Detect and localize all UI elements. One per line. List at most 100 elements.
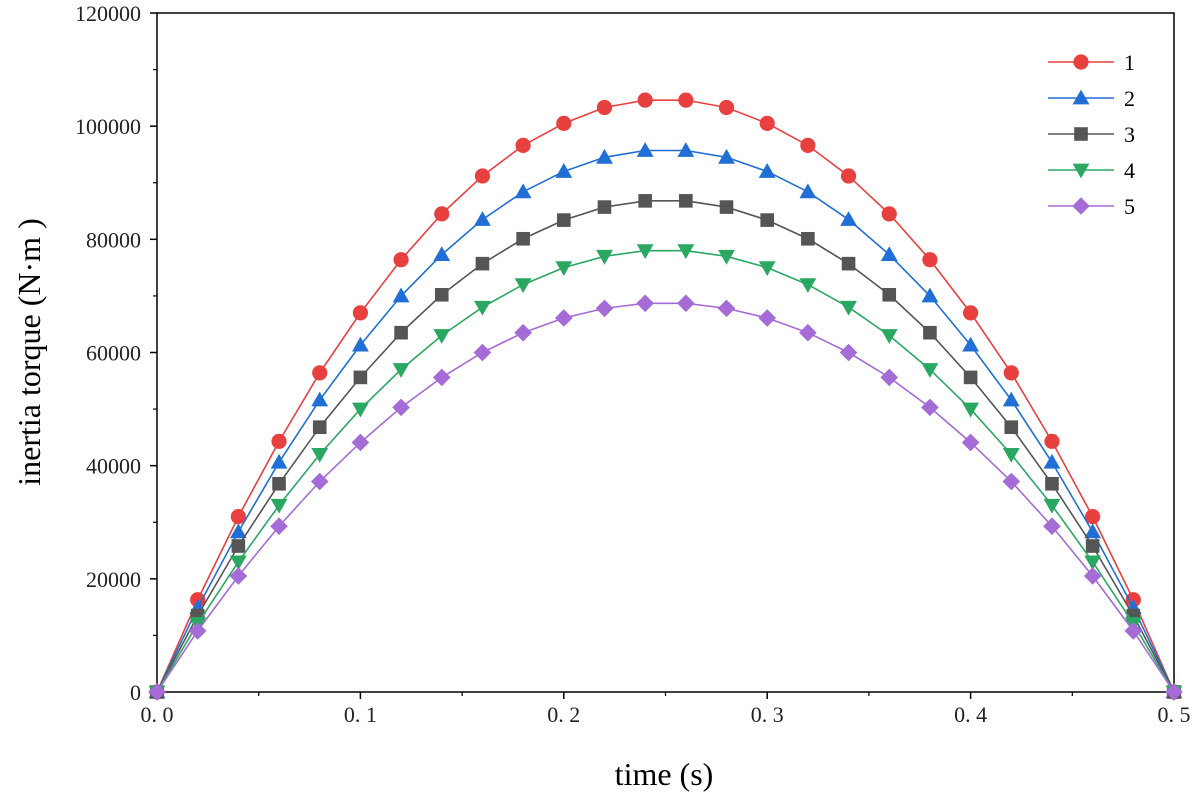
data-point <box>881 206 897 222</box>
series-1 <box>149 92 1182 700</box>
data-point <box>1002 391 1020 407</box>
data-point <box>595 299 614 318</box>
data-point <box>1085 508 1101 525</box>
data-point <box>596 249 613 265</box>
data-point <box>311 447 329 463</box>
data-point <box>963 370 978 385</box>
data-point <box>962 336 979 352</box>
legend-marker <box>1073 54 1089 70</box>
data-point <box>1084 523 1102 539</box>
series-line-1 <box>156 99 1175 693</box>
y-tick-label: 120000 <box>75 1 141 26</box>
data-point <box>352 402 369 418</box>
data-point <box>800 137 816 154</box>
data-point <box>1003 365 1019 381</box>
data-point <box>474 300 491 316</box>
data-point <box>353 370 368 385</box>
data-point <box>272 476 286 491</box>
x-axis-title: time (s) <box>615 756 714 792</box>
data-point <box>758 309 776 327</box>
legend-entry-2: 2 <box>1048 86 1135 111</box>
data-point <box>311 391 329 407</box>
data-point <box>434 287 449 302</box>
series-line-4 <box>156 249 1175 693</box>
data-point <box>1002 447 1020 463</box>
data-point <box>1004 420 1019 434</box>
data-point <box>961 433 980 452</box>
legend-marker <box>1072 163 1090 179</box>
data-point <box>474 211 491 226</box>
legend-entry-1: 1 <box>1048 50 1135 75</box>
data-point <box>557 213 571 227</box>
series-2 <box>148 142 1183 699</box>
data-point <box>1043 453 1061 469</box>
data-point <box>351 433 370 452</box>
data-point <box>597 200 612 214</box>
series-line-3 <box>156 200 1175 693</box>
data-point <box>841 256 856 271</box>
plot-frame <box>156 12 1175 693</box>
data-point <box>393 252 409 268</box>
legend-entry-4: 4 <box>1048 158 1135 183</box>
data-point <box>1083 567 1102 585</box>
data-point <box>922 252 938 268</box>
y-tick-label: 80000 <box>86 227 141 252</box>
x-tick-label: 0. 1 <box>344 702 377 727</box>
legend-entry-3: 3 <box>1048 122 1135 147</box>
data-point <box>921 398 939 417</box>
data-point <box>556 115 572 131</box>
data-point <box>839 343 858 362</box>
data-point <box>840 300 857 316</box>
data-point <box>514 183 532 199</box>
data-point <box>799 323 817 342</box>
data-point <box>801 231 815 246</box>
data-point <box>312 365 328 381</box>
x-tick-label: 0. 2 <box>547 702 580 727</box>
legend-marker <box>1072 89 1090 105</box>
data-point <box>516 231 530 246</box>
data-point <box>394 325 408 340</box>
data-point <box>963 305 979 321</box>
data-point <box>799 183 817 199</box>
data-point <box>679 194 693 208</box>
x-tick-label: 0. 5 <box>1158 702 1191 727</box>
data-point <box>880 246 898 262</box>
data-point <box>921 363 939 378</box>
legend-label: 4 <box>1124 158 1135 183</box>
y-tick-label: 60000 <box>86 341 141 366</box>
data-point <box>188 622 207 640</box>
data-point <box>923 325 937 340</box>
y-tick-label: 0 <box>130 680 141 705</box>
data-point <box>636 294 654 313</box>
legend-entry-5: 5 <box>1048 194 1135 219</box>
data-point <box>718 99 735 116</box>
x-tick-label: 0. 4 <box>954 702 987 727</box>
legend-marker <box>1072 197 1090 215</box>
data-point <box>677 244 695 260</box>
data-point <box>596 148 613 164</box>
legend-marker <box>1074 127 1088 141</box>
data-point <box>270 498 288 514</box>
data-point <box>758 261 776 277</box>
data-point <box>637 92 653 108</box>
data-point <box>760 213 774 227</box>
data-point <box>515 137 531 154</box>
legend-label: 2 <box>1124 86 1135 111</box>
data-point <box>392 398 410 417</box>
legend: 1 2 3 4 5 <box>1048 50 1135 219</box>
data-point <box>555 163 573 178</box>
legend-label: 5 <box>1124 194 1135 219</box>
data-point <box>434 206 450 222</box>
data-point <box>880 329 898 344</box>
data-point <box>759 115 775 131</box>
data-point <box>271 433 287 449</box>
x-tick-label: 0. 3 <box>751 702 784 727</box>
data-point <box>758 163 776 178</box>
data-point <box>433 329 451 344</box>
data-point <box>596 99 613 116</box>
data-point <box>719 200 734 214</box>
data-point <box>514 278 532 293</box>
data-point <box>229 567 248 585</box>
